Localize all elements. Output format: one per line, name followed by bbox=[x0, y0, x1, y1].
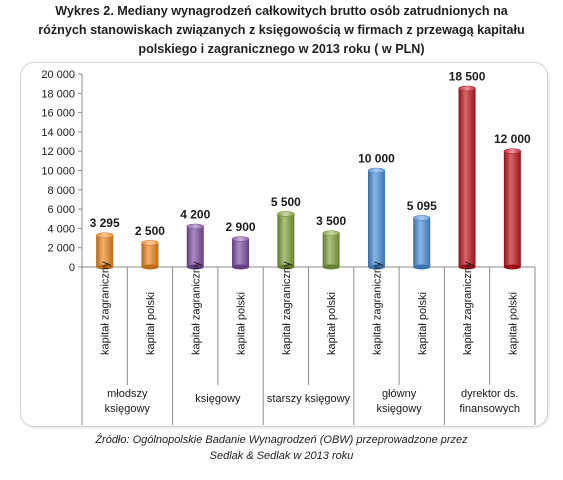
bar bbox=[322, 233, 340, 267]
bar bbox=[277, 213, 295, 267]
group-label: księgowy bbox=[195, 393, 241, 405]
bar-value-label: 3 295 bbox=[90, 216, 120, 230]
group-label: finansowych bbox=[459, 403, 520, 415]
y-tick-label: 2 000 bbox=[47, 243, 75, 255]
bar-cap bbox=[458, 85, 476, 92]
source-line-2: Sedlak & Sedlak w 2013 roku bbox=[209, 450, 354, 462]
bar-cap bbox=[322, 230, 340, 236]
bar bbox=[458, 88, 476, 267]
bar-value-label: 5 500 bbox=[271, 195, 301, 209]
y-tick-label: 14 000 bbox=[41, 127, 75, 139]
chart-title-line-1: Wykres 2. Mediany wynagrodzeń całkowityc… bbox=[55, 4, 508, 18]
bar-value-label: 3 500 bbox=[316, 214, 346, 228]
bar-base bbox=[413, 264, 431, 270]
category-label: kapitał polski bbox=[326, 292, 338, 355]
category-label: kapitał polski bbox=[236, 292, 248, 355]
bar-value-label: 18 500 bbox=[449, 69, 486, 83]
y-tick-label: 0 bbox=[69, 262, 75, 274]
y-tick-label: 20 000 bbox=[41, 69, 75, 81]
category-label: kapitał zagraniczny bbox=[190, 261, 202, 355]
y-tick-label: 10 000 bbox=[41, 166, 75, 178]
bar bbox=[96, 235, 114, 267]
bar-value-label: 2 500 bbox=[135, 224, 165, 238]
bar bbox=[413, 217, 431, 267]
bar-cap bbox=[231, 236, 250, 242]
group-label: młodszy bbox=[107, 388, 148, 400]
category-label: kapitał polski bbox=[507, 292, 519, 355]
chart-title: Wykres 2. Mediany wynagrodzeń całkowityc… bbox=[0, 2, 563, 59]
bar-cap bbox=[95, 232, 114, 238]
source-line-1: Źródło: Ogólnopolskie Badanie Wynagrodze… bbox=[95, 434, 468, 446]
category-label: kapitał polski bbox=[145, 292, 157, 355]
bar-cap bbox=[277, 211, 295, 217]
bar-base bbox=[96, 264, 114, 270]
bar-value-label: 12 000 bbox=[494, 132, 531, 146]
chart-source: Źródło: Ogólnopolskie Badanie Wynagrodze… bbox=[0, 432, 563, 464]
category-label: kapitał zagraniczny bbox=[371, 261, 383, 355]
bar-value-label: 2 900 bbox=[226, 220, 256, 234]
bar bbox=[367, 170, 385, 267]
bar-cap bbox=[141, 240, 159, 246]
bar-cap bbox=[503, 148, 522, 154]
bar-chart: 0 2 000 4 000 6 000 8 000 10 000 12 000 14 000 1… bbox=[41, 69, 536, 425]
group-label: księgowy bbox=[376, 403, 422, 415]
bar bbox=[141, 242, 159, 267]
bar bbox=[232, 239, 250, 267]
chart-bars bbox=[95, 85, 522, 270]
bar-base bbox=[458, 264, 476, 270]
bar-base bbox=[141, 264, 159, 270]
bar-base bbox=[322, 264, 340, 270]
chart-labels: 3 295 kapitał zagraniczny 2 500 kapitał pol… bbox=[90, 69, 531, 415]
category-label: kapitał zagraniczny bbox=[462, 261, 474, 355]
y-tick-label: 6 000 bbox=[47, 204, 75, 216]
y-tick-label: 12 000 bbox=[41, 146, 75, 158]
bar bbox=[503, 151, 521, 267]
group-label: główny bbox=[382, 388, 417, 400]
bar-value-label: 10 000 bbox=[358, 152, 395, 166]
bar-cap bbox=[186, 223, 204, 230]
bar-base bbox=[232, 264, 250, 270]
bar-value-label: 4 200 bbox=[180, 207, 210, 221]
bar-base bbox=[503, 264, 521, 270]
y-tick-label: 4 000 bbox=[47, 223, 75, 235]
bar-cap bbox=[367, 167, 386, 174]
y-tick-label: 8 000 bbox=[47, 185, 75, 197]
category-label: kapitał zagraniczny bbox=[281, 261, 293, 355]
group-label: dyrektor ds. bbox=[461, 388, 518, 400]
bar-base bbox=[277, 264, 295, 270]
bar-value-label: 5 095 bbox=[407, 199, 437, 213]
bar-cap bbox=[413, 215, 431, 221]
y-tick-label: 16 000 bbox=[41, 108, 75, 120]
category-label: kapitał polski bbox=[417, 292, 429, 355]
bar bbox=[186, 226, 204, 267]
chart-title-line-3: polskiego i zagranicznego w 2013 roku ( … bbox=[138, 42, 425, 56]
bar-base bbox=[186, 264, 204, 270]
chart-title-line-2: różnych stanowiskach związanych z księgo… bbox=[38, 23, 525, 37]
category-label: kapitał zagraniczny bbox=[100, 261, 112, 355]
group-label: starszy księgowy bbox=[267, 393, 351, 405]
bar-base bbox=[367, 264, 385, 270]
y-tick-label: 18 000 bbox=[41, 88, 75, 100]
group-label: księgowy bbox=[105, 403, 151, 415]
